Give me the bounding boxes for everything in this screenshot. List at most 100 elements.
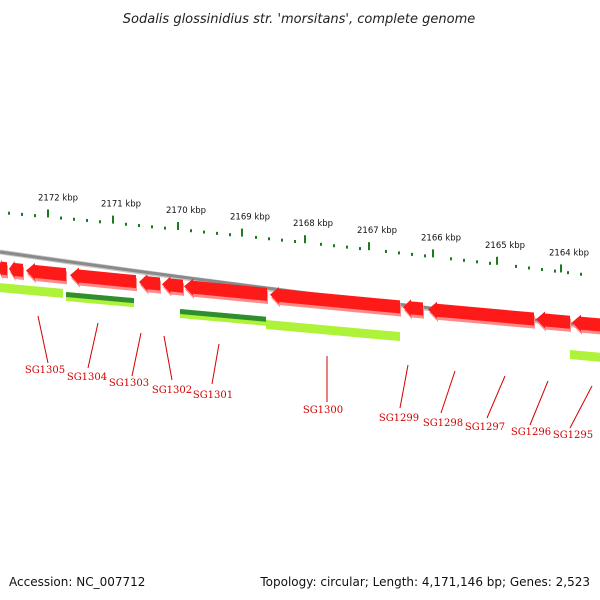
gene-label: SG1302: [152, 385, 192, 396]
scale-major-tick: [241, 228, 243, 237]
scale-minor-tick: [86, 219, 88, 223]
scale-minor-tick: [528, 266, 530, 270]
feature-bar: [570, 350, 600, 362]
scale-minor-tick: [580, 272, 582, 276]
scale-minor-tick: [541, 268, 543, 272]
scale-minor-tick: [476, 260, 478, 264]
feature-bar: [0, 283, 63, 298]
gene-leader-line: [399, 364, 409, 409]
scale-minor-tick: [138, 224, 140, 228]
scale-major-tick: [560, 264, 562, 273]
scale-minor-tick: [398, 251, 400, 255]
gene-leader-line: [37, 315, 49, 364]
scale-minor-tick: [515, 264, 517, 268]
scale-kbp-label: 2168 kbp: [293, 219, 333, 229]
scale-minor-tick: [294, 240, 296, 244]
gene-leader-line: [163, 335, 173, 381]
scale-kbp-label: 2166 kbp: [421, 233, 461, 243]
scale-major-tick: [112, 215, 114, 224]
scale-kbp-label: 2169 kbp: [230, 213, 270, 223]
scale-kbp-label: 2164 kbp: [549, 248, 589, 258]
scale-minor-tick: [60, 216, 62, 220]
cds-arrow: [270, 287, 401, 317]
gene-label: SG1304: [67, 372, 107, 383]
scale-minor-tick: [216, 231, 218, 235]
gene-leader-line: [440, 370, 456, 414]
scale-minor-tick: [463, 258, 465, 262]
gene-label: SG1299: [379, 413, 419, 424]
scale-minor-tick: [151, 225, 153, 229]
scale-major-tick: [368, 242, 370, 251]
scale-minor-tick: [268, 237, 270, 241]
scale-minor-tick: [333, 244, 335, 248]
scale-minor-tick: [411, 252, 413, 256]
scale-major-tick: [177, 222, 179, 231]
scale-minor-tick: [255, 235, 257, 239]
scale-minor-tick: [229, 233, 231, 237]
cds-arrow: [162, 276, 184, 297]
scale-major-tick: [304, 235, 306, 244]
gene-leader-line: [569, 385, 593, 429]
gene-label: SG1295: [553, 430, 593, 441]
gene-leader-line: [211, 343, 220, 385]
gene-label: SG1298: [423, 418, 463, 429]
cds-arrow: [184, 278, 268, 304]
scale-minor-tick: [164, 226, 166, 230]
scale-minor-tick: [320, 242, 322, 246]
scale-minor-tick: [281, 238, 283, 242]
scale-ruler: 2172 kbp 2171 kbp 2170 kbp 2169 kbp 2168 kbp…: [8, 193, 589, 276]
scale-kbp-label: 2170 kbp: [166, 206, 206, 216]
gene-label: SG1300: [303, 405, 343, 416]
gene-label: SG1297: [465, 422, 505, 433]
scale-minor-tick: [99, 220, 101, 224]
scale-minor-tick: [385, 249, 387, 253]
cds-arrow: [536, 311, 571, 332]
genome-summary-text: Topology: circular; Length: 4,171,146 bp…: [260, 575, 590, 589]
gene-leader-line: [87, 322, 99, 369]
gene-label: SG1303: [109, 378, 149, 389]
scale-minor-tick: [346, 245, 348, 249]
scale-major-tick: [47, 209, 49, 218]
scale-minor-tick: [424, 254, 426, 258]
gene-leader-line: [486, 375, 506, 419]
gene-label: SG1305: [25, 365, 65, 376]
cds-arrow: [428, 301, 535, 329]
cds-arrow: [403, 299, 424, 320]
scale-minor-tick: [489, 261, 491, 265]
scale-minor-tick: [8, 211, 10, 215]
accession-text: Accession: NC_007712: [9, 575, 146, 589]
scale-kbp-label: 2167 kbp: [357, 226, 397, 236]
cds-arrow: [26, 263, 67, 285]
feature-bar: [266, 320, 400, 342]
gene-label: SG1296: [511, 427, 551, 438]
feature-bar: [180, 309, 266, 326]
scale-minor-tick: [73, 217, 75, 221]
cds-arrow: [572, 314, 600, 335]
scale-kbp-label: 2165 kbp: [485, 241, 525, 251]
scale-kbp-label: 2171 kbp: [101, 200, 141, 210]
scale-minor-tick: [450, 257, 452, 261]
scale-kbp-label: 2172 kbp: [38, 193, 78, 203]
gene-track: [0, 259, 600, 362]
scale-minor-tick: [203, 230, 205, 234]
scale-minor-tick: [21, 212, 23, 216]
scale-minor-tick: [554, 269, 556, 273]
scale-minor-tick: [34, 214, 36, 218]
feature-bar: [66, 292, 134, 308]
scale-minor-tick: [190, 229, 192, 233]
page-title: Sodalis glossinidius str. 'morsitans', c…: [123, 12, 475, 27]
cds-arrow: [139, 274, 161, 295]
scale-minor-tick: [359, 247, 361, 251]
gene-leader-line: [529, 380, 549, 426]
cds-arrow: [0, 259, 8, 280]
cds-arrow: [9, 260, 24, 282]
scale-minor-tick: [567, 271, 569, 275]
scale-major-tick: [496, 256, 498, 265]
scale-major-tick: [432, 249, 434, 258]
gene-leader-line: [131, 332, 142, 377]
scale-minor-tick: [125, 222, 127, 226]
gene-label: SG1301: [193, 390, 233, 401]
cds-arrow: [70, 267, 137, 292]
